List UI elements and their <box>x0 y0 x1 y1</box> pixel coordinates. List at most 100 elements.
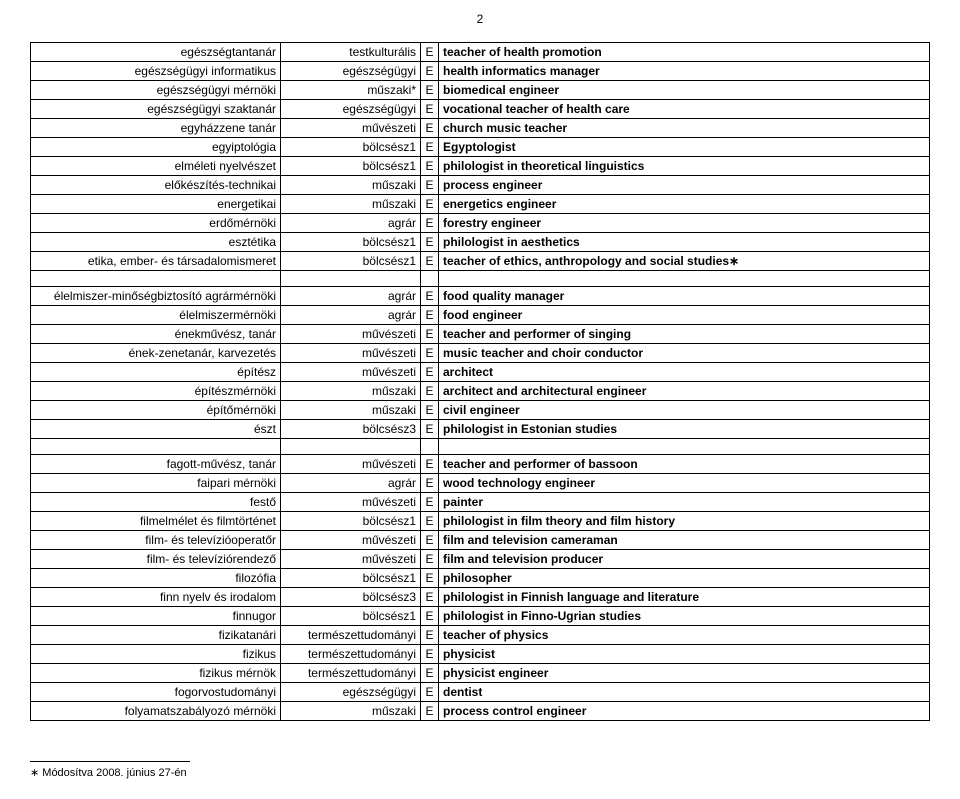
table-cell: festő <box>31 493 281 512</box>
table-cell: agrár <box>281 287 421 306</box>
table-cell: természettudományi <box>281 645 421 664</box>
table-cell: food quality manager <box>439 287 930 306</box>
table-cell: biomedical engineer <box>439 81 930 100</box>
table-cell: physicist <box>439 645 930 664</box>
blank-row <box>31 271 930 287</box>
table-cell: bölcsész1 <box>281 252 421 271</box>
table-cell: művészeti <box>281 363 421 382</box>
table-cell: egészségügyi <box>281 62 421 81</box>
table-cell: philologist in Estonian studies <box>439 420 930 439</box>
table-row: egészségtantanártestkulturálisEteacher o… <box>31 43 930 62</box>
table-cell: művészeti <box>281 493 421 512</box>
table-cell: Egyptologist <box>439 138 930 157</box>
table-row: fizikustermészettudományiEphysicist <box>31 645 930 664</box>
table-cell: E <box>421 420 439 439</box>
blank-cell <box>439 271 930 287</box>
blank-cell <box>281 271 421 287</box>
table-row: fogorvostudományiegészségügyiEdentist <box>31 683 930 702</box>
table-cell: food engineer <box>439 306 930 325</box>
table-cell: egészségügyi szaktanár <box>31 100 281 119</box>
table-cell: műszaki <box>281 176 421 195</box>
table-cell: filmelmélet és filmtörténet <box>31 512 281 531</box>
table-cell: műszaki* <box>281 81 421 100</box>
table-cell: bölcsész1 <box>281 512 421 531</box>
table-cell: E <box>421 62 439 81</box>
table-row: előkészítés-technikaiműszakiEprocess eng… <box>31 176 930 195</box>
table-cell: művészeti <box>281 325 421 344</box>
table-row: egészségügyi szaktanáregészségügyiEvocat… <box>31 100 930 119</box>
table-cell: vocational teacher of health care <box>439 100 930 119</box>
table-cell: E <box>421 344 439 363</box>
table-cell: E <box>421 382 439 401</box>
table-cell: egészségügyi informatikus <box>31 62 281 81</box>
table-cell: finn nyelv és irodalom <box>31 588 281 607</box>
table-cell: bölcsész1 <box>281 569 421 588</box>
table-row: énekművész, tanárművészetiEteacher and p… <box>31 325 930 344</box>
table-cell: faipari mérnöki <box>31 474 281 493</box>
table-cell: E <box>421 474 439 493</box>
blank-cell <box>439 439 930 455</box>
table-cell: fizikus mérnök <box>31 664 281 683</box>
table-cell: E <box>421 306 439 325</box>
table-cell: philologist in aesthetics <box>439 233 930 252</box>
table-cell: teacher of physics <box>439 626 930 645</box>
blank-cell <box>31 439 281 455</box>
table-cell: E <box>421 100 439 119</box>
table-cell: architect <box>439 363 930 382</box>
table-cell: finnugor <box>31 607 281 626</box>
table-cell: architect and architectural engineer <box>439 382 930 401</box>
table-cell: teacher of ethics, anthropology and soci… <box>439 252 930 271</box>
table-cell: folyamatszabályozó mérnöki <box>31 702 281 721</box>
table-cell: fogorvostudományi <box>31 683 281 702</box>
table-cell: építőmérnöki <box>31 401 281 420</box>
table-cell: E <box>421 363 439 382</box>
table-cell: E <box>421 645 439 664</box>
table-cell: forestry engineer <box>439 214 930 233</box>
table-cell: filozófia <box>31 569 281 588</box>
footnote-separator <box>30 761 190 762</box>
table-cell: E <box>421 683 439 702</box>
table-row: észtbölcsész3Ephilologist in Estonian st… <box>31 420 930 439</box>
table-cell: E <box>421 157 439 176</box>
table-cell: E <box>421 195 439 214</box>
table-cell: művészeti <box>281 119 421 138</box>
table-cell: philosopher <box>439 569 930 588</box>
table-row: etika, ember- és társadalomismeretbölcsé… <box>31 252 930 271</box>
table-cell: E <box>421 287 439 306</box>
table-cell: fizikus <box>31 645 281 664</box>
table-cell: E <box>421 119 439 138</box>
footnote: ∗ Módosítva 2008. június 27-én <box>30 766 930 779</box>
table-cell: esztétika <box>31 233 281 252</box>
table-cell: health informatics manager <box>439 62 930 81</box>
table-cell: észt <box>31 420 281 439</box>
table-cell: E <box>421 176 439 195</box>
table-cell: agrár <box>281 214 421 233</box>
table-cell: E <box>421 81 439 100</box>
table-cell: E <box>421 233 439 252</box>
table-row: fizikatanáritermészettudományiEteacher o… <box>31 626 930 645</box>
table-cell: E <box>421 138 439 157</box>
table-cell: teacher of health promotion <box>439 43 930 62</box>
table-cell: erdőmérnöki <box>31 214 281 233</box>
table-cell: E <box>421 512 439 531</box>
table-cell: film- és televízióoperatőr <box>31 531 281 550</box>
table-row: energetikaiműszakiEenergetics engineer <box>31 195 930 214</box>
table-row: egyházzene tanárművészetiEchurch music t… <box>31 119 930 138</box>
table-cell: építész <box>31 363 281 382</box>
table-cell: physicist engineer <box>439 664 930 683</box>
table-row: faipari mérnökiagrárEwood technology eng… <box>31 474 930 493</box>
table-cell: műszaki <box>281 401 421 420</box>
table-cell: bölcsész1 <box>281 607 421 626</box>
table-cell: természettudományi <box>281 664 421 683</box>
table-row: építőmérnökiműszakiEcivil engineer <box>31 401 930 420</box>
table-row: egyiptológiabölcsész1EEgyptologist <box>31 138 930 157</box>
table-row: festőművészetiEpainter <box>31 493 930 512</box>
table-cell: philologist in Finnish language and lite… <box>439 588 930 607</box>
table-row: esztétikabölcsész1Ephilologist in aesthe… <box>31 233 930 252</box>
table-row: fagott-művész, tanárművészetiEteacher an… <box>31 455 930 474</box>
data-table: egészségtantanártestkulturálisEteacher o… <box>30 42 930 721</box>
table-row: egészségügyi informatikusegészségügyiEhe… <box>31 62 930 81</box>
page-number: 2 <box>30 12 930 26</box>
table-cell: agrár <box>281 306 421 325</box>
table-cell: művészeti <box>281 550 421 569</box>
